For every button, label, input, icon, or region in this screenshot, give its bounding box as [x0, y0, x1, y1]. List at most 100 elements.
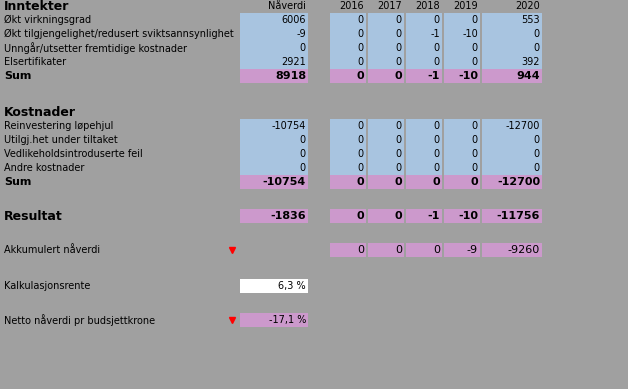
- Bar: [444, 133, 480, 147]
- Text: -11756: -11756: [497, 211, 540, 221]
- Bar: [406, 161, 442, 175]
- Text: 0: 0: [358, 163, 364, 173]
- Text: 0: 0: [356, 177, 364, 187]
- Text: 0: 0: [358, 29, 364, 39]
- Text: 2019: 2019: [453, 1, 478, 11]
- Bar: [368, 55, 404, 69]
- Text: 8918: 8918: [275, 71, 306, 81]
- Text: 6006: 6006: [281, 15, 306, 25]
- Text: -10: -10: [462, 29, 478, 39]
- Bar: [368, 119, 404, 133]
- Bar: [482, 209, 542, 223]
- Bar: [330, 119, 366, 133]
- Text: 0: 0: [472, 163, 478, 173]
- Bar: [368, 133, 404, 147]
- Bar: [482, 41, 542, 55]
- Text: 553: 553: [521, 15, 540, 25]
- Text: 0: 0: [534, 135, 540, 145]
- Bar: [444, 175, 480, 189]
- Bar: [482, 119, 542, 133]
- Bar: [368, 27, 404, 41]
- Text: -9: -9: [296, 29, 306, 39]
- Text: -9260: -9260: [508, 245, 540, 255]
- Bar: [444, 27, 480, 41]
- Bar: [482, 161, 542, 175]
- Bar: [444, 119, 480, 133]
- Text: 0: 0: [394, 177, 402, 187]
- Text: 0: 0: [396, 135, 402, 145]
- Text: 0: 0: [472, 15, 478, 25]
- Bar: [406, 133, 442, 147]
- Text: 2018: 2018: [415, 1, 440, 11]
- Bar: [444, 69, 480, 83]
- Text: 0: 0: [472, 57, 478, 67]
- Text: 0: 0: [396, 121, 402, 131]
- Bar: [368, 147, 404, 161]
- Text: -12700: -12700: [506, 121, 540, 131]
- Text: 0: 0: [394, 71, 402, 81]
- Bar: [240, 175, 308, 189]
- Text: 0: 0: [432, 177, 440, 187]
- Text: Resultat: Resultat: [4, 210, 63, 223]
- Bar: [368, 175, 404, 189]
- Bar: [240, 133, 308, 147]
- Bar: [444, 243, 480, 257]
- Text: -1: -1: [430, 29, 440, 39]
- Text: 0: 0: [434, 149, 440, 159]
- Bar: [406, 27, 442, 41]
- Bar: [406, 243, 442, 257]
- Text: -10: -10: [458, 71, 478, 81]
- Bar: [330, 243, 366, 257]
- Bar: [330, 69, 366, 83]
- Text: Sum: Sum: [4, 177, 31, 187]
- Bar: [444, 147, 480, 161]
- Text: 0: 0: [434, 163, 440, 173]
- Text: 0: 0: [534, 163, 540, 173]
- Bar: [330, 41, 366, 55]
- Text: 2921: 2921: [281, 57, 306, 67]
- Text: -17,1 %: -17,1 %: [269, 315, 306, 325]
- Bar: [406, 209, 442, 223]
- Text: -1: -1: [428, 211, 440, 221]
- Bar: [406, 41, 442, 55]
- Bar: [482, 13, 542, 27]
- Text: 392: 392: [521, 57, 540, 67]
- Text: 0: 0: [358, 149, 364, 159]
- Bar: [330, 161, 366, 175]
- Text: 0: 0: [396, 15, 402, 25]
- Bar: [240, 119, 308, 133]
- Bar: [240, 161, 308, 175]
- Bar: [406, 147, 442, 161]
- Text: 0: 0: [434, 15, 440, 25]
- Text: 0: 0: [472, 43, 478, 53]
- Bar: [240, 147, 308, 161]
- Text: -1: -1: [428, 71, 440, 81]
- Text: 0: 0: [396, 43, 402, 53]
- Text: 0: 0: [356, 211, 364, 221]
- Bar: [482, 147, 542, 161]
- Text: 0: 0: [470, 177, 478, 187]
- Text: 0: 0: [434, 121, 440, 131]
- Text: Akkumulert nåverdi: Akkumulert nåverdi: [4, 245, 100, 255]
- Bar: [330, 27, 366, 41]
- Bar: [406, 13, 442, 27]
- Bar: [444, 161, 480, 175]
- Bar: [240, 279, 308, 293]
- Text: 944: 944: [516, 71, 540, 81]
- Bar: [482, 133, 542, 147]
- Text: 0: 0: [358, 135, 364, 145]
- Bar: [240, 27, 308, 41]
- Bar: [406, 69, 442, 83]
- Text: 2020: 2020: [515, 1, 540, 11]
- Bar: [368, 161, 404, 175]
- Text: Andre kostnader: Andre kostnader: [4, 163, 84, 173]
- Bar: [330, 175, 366, 189]
- Text: Nåverdi: Nåverdi: [268, 1, 306, 11]
- Bar: [240, 13, 308, 27]
- Bar: [482, 55, 542, 69]
- Bar: [482, 243, 542, 257]
- Text: -10754: -10754: [263, 177, 306, 187]
- Text: Elsertifikater: Elsertifikater: [4, 57, 66, 67]
- Bar: [482, 175, 542, 189]
- Bar: [330, 13, 366, 27]
